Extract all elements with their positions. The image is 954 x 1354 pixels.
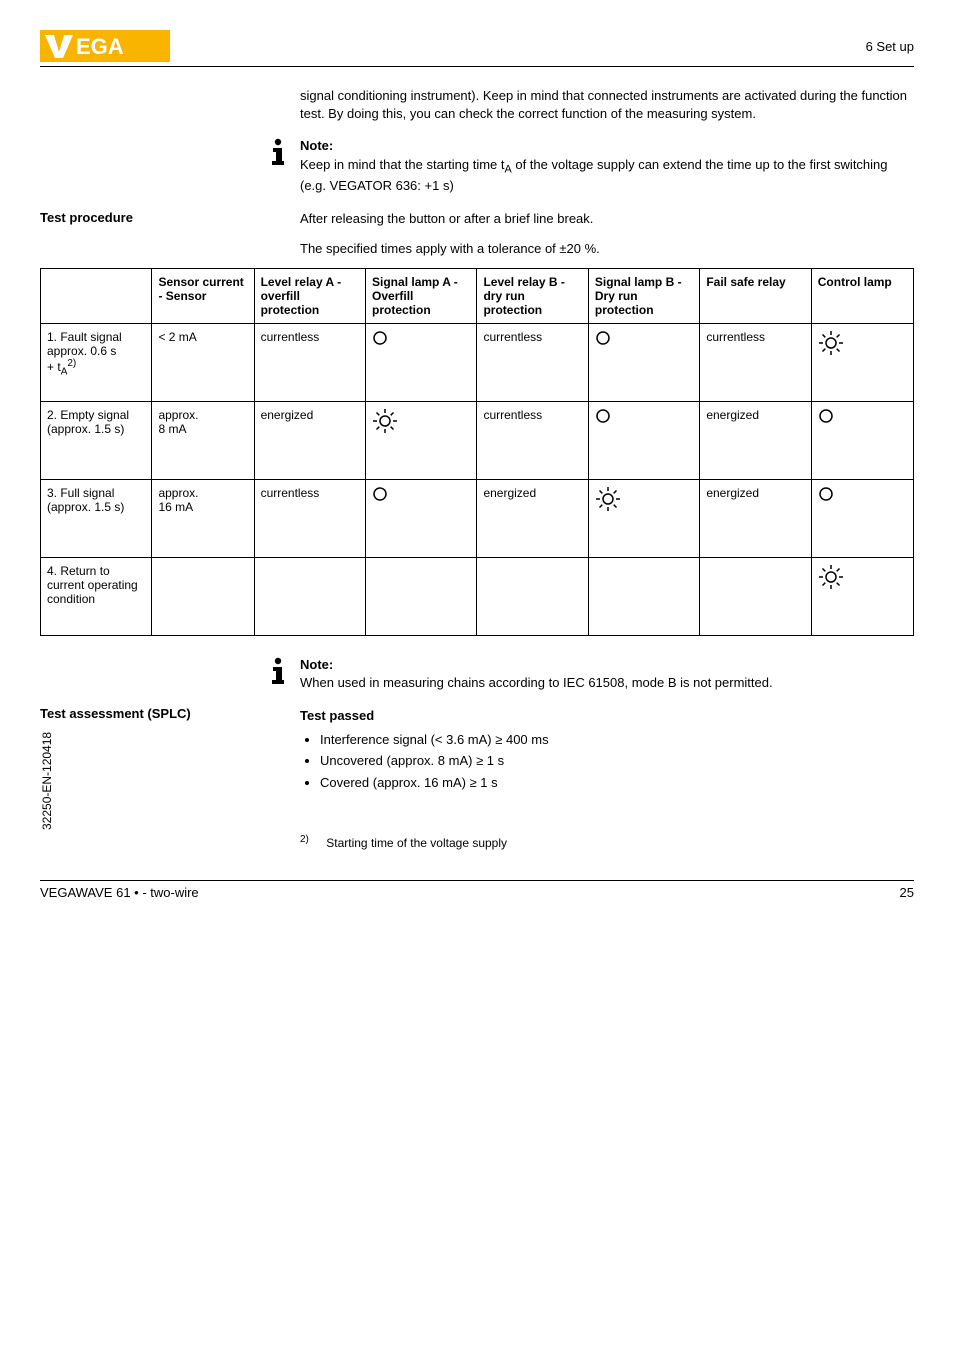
note-label: Note: <box>300 138 333 153</box>
footer-left: VEGAWAVE 61 • - two-wire <box>40 885 199 900</box>
header-rule <box>40 66 914 67</box>
test-assessment-row: Test assessment (SPLC) Test passed Inter… <box>40 706 914 794</box>
header-bar: EGA 6 Set up <box>40 30 914 62</box>
th-lampA: Signal lamp A - Overfill protection <box>366 268 477 323</box>
note-label: Note: <box>300 657 333 672</box>
list-item: Interference signal (< 3.6 mA) ≥ 400 ms <box>320 730 914 750</box>
test-procedure-body: After releasing the button or after a br… <box>300 210 914 258</box>
cell-sensor: approx.16 mA <box>152 479 254 557</box>
row-label: 4. Return to current operating condition <box>41 557 152 635</box>
footer: VEGAWAVE 61 • - two-wire 25 <box>40 880 914 900</box>
cell-sensor: approx.8 mA <box>152 401 254 479</box>
test-passed-list: Interference signal (< 3.6 mA) ≥ 400 ms … <box>300 730 914 793</box>
th-relayA: Level relay A - overfill protection <box>254 268 365 323</box>
cell-failsafe <box>700 557 811 635</box>
cell-lampA <box>366 323 477 401</box>
footnote-text: Starting time of the voltage supply <box>326 836 507 850</box>
lamp-off-icon <box>372 330 388 346</box>
cell-relayB: energized <box>477 479 588 557</box>
cell-relayB: currentless <box>477 323 588 401</box>
cell-control <box>811 401 913 479</box>
th-relayB: Level relay B - dry run protection <box>477 268 588 323</box>
note-1-text: Keep in mind that the starting time tA o… <box>300 157 888 194</box>
cell-control <box>811 323 913 401</box>
doc-code-vertical: 32250-EN-120418 <box>40 732 54 830</box>
tp-line1: After releasing the button or after a br… <box>300 210 914 228</box>
header-section: 6 Set up <box>866 39 914 54</box>
list-item: Covered (approx. 16 mA) ≥ 1 s <box>320 773 914 793</box>
lamp-off-icon <box>818 486 834 502</box>
cell-lampA <box>366 479 477 557</box>
state-table: Sensor current - Sensor Level relay A - … <box>40 268 914 636</box>
cell-failsafe: currentless <box>700 323 811 401</box>
cell-relayA <box>254 557 365 635</box>
vega-logo: EGA <box>40 30 170 62</box>
intro-paragraph: signal conditioning instrument). Keep in… <box>300 87 914 123</box>
lamp-on-icon <box>372 408 398 434</box>
row-label: 2. Empty signal(approx. 1.5 s) <box>41 401 152 479</box>
cell-relayB <box>477 557 588 635</box>
cell-lampA <box>366 401 477 479</box>
note-2-text: When used in measuring chains according … <box>300 675 773 690</box>
tp-line2: The specified times apply with a toleran… <box>300 240 914 258</box>
cell-failsafe: energized <box>700 401 811 479</box>
table-row: 2. Empty signal(approx. 1.5 s) approx.8 … <box>41 401 914 479</box>
row-label: 1. Fault signalapprox. 0.6 s+ tA2) <box>41 323 152 401</box>
info-icon <box>270 137 292 169</box>
cell-sensor: < 2 mA <box>152 323 254 401</box>
lamp-on-icon <box>595 486 621 512</box>
note-2: Note: When used in measuring chains acco… <box>270 656 914 692</box>
th-lampB: Signal lamp B - Dry run protection <box>588 268 699 323</box>
test-procedure-label: Test procedure <box>40 210 270 225</box>
lamp-off-icon <box>818 408 834 424</box>
footnote: 2) Starting time of the voltage supply <box>300 834 914 850</box>
cell-relayA: currentless <box>254 479 365 557</box>
lamp-off-icon <box>595 408 611 424</box>
cell-lampB <box>588 557 699 635</box>
cell-relayA: currentless <box>254 323 365 401</box>
lamp-on-icon <box>818 330 844 356</box>
info-icon <box>270 656 292 688</box>
cell-lampB <box>588 323 699 401</box>
lamp-on-icon <box>818 564 844 590</box>
th-blank <box>41 268 152 323</box>
table-header-row: Sensor current - Sensor Level relay A - … <box>41 268 914 323</box>
cell-lampB <box>588 479 699 557</box>
test-procedure-row: Test procedure After releasing the butto… <box>40 210 914 258</box>
list-item: Uncovered (approx. 8 mA) ≥ 1 s <box>320 751 914 771</box>
page: EGA 6 Set up signal conditioning instrum… <box>40 30 914 900</box>
cell-lampB <box>588 401 699 479</box>
test-assessment-label: Test assessment (SPLC) <box>40 706 300 721</box>
table-row: 3. Full signal(approx. 1.5 s) approx.16 … <box>41 479 914 557</box>
test-passed-heading: Test passed <box>300 706 914 726</box>
th-failsafe: Fail safe relay <box>700 268 811 323</box>
th-control: Control lamp <box>811 268 913 323</box>
table-row: 4. Return to current operating condition <box>41 557 914 635</box>
table-row: 1. Fault signalapprox. 0.6 s+ tA2) < 2 m… <box>41 323 914 401</box>
cell-lampA <box>366 557 477 635</box>
cell-sensor <box>152 557 254 635</box>
row-label: 3. Full signal(approx. 1.5 s) <box>41 479 152 557</box>
lamp-off-icon <box>372 486 388 502</box>
note-1: Note: Keep in mind that the starting tim… <box>270 137 914 195</box>
cell-control <box>811 479 913 557</box>
note-2-body: Note: When used in measuring chains acco… <box>300 656 914 692</box>
note-1-body: Note: Keep in mind that the starting tim… <box>300 137 914 195</box>
footer-page: 25 <box>900 885 914 900</box>
cell-relayB: currentless <box>477 401 588 479</box>
cell-control <box>811 557 913 635</box>
svg-text:EGA: EGA <box>76 34 124 59</box>
lamp-off-icon <box>595 330 611 346</box>
cell-failsafe: energized <box>700 479 811 557</box>
cell-relayA: energized <box>254 401 365 479</box>
test-assessment-body: Test passed Interference signal (< 3.6 m… <box>300 706 914 794</box>
th-sensor: Sensor current - Sensor <box>152 268 254 323</box>
footnote-num: 2) <box>300 834 309 845</box>
table-body: 1. Fault signalapprox. 0.6 s+ tA2) < 2 m… <box>41 323 914 635</box>
